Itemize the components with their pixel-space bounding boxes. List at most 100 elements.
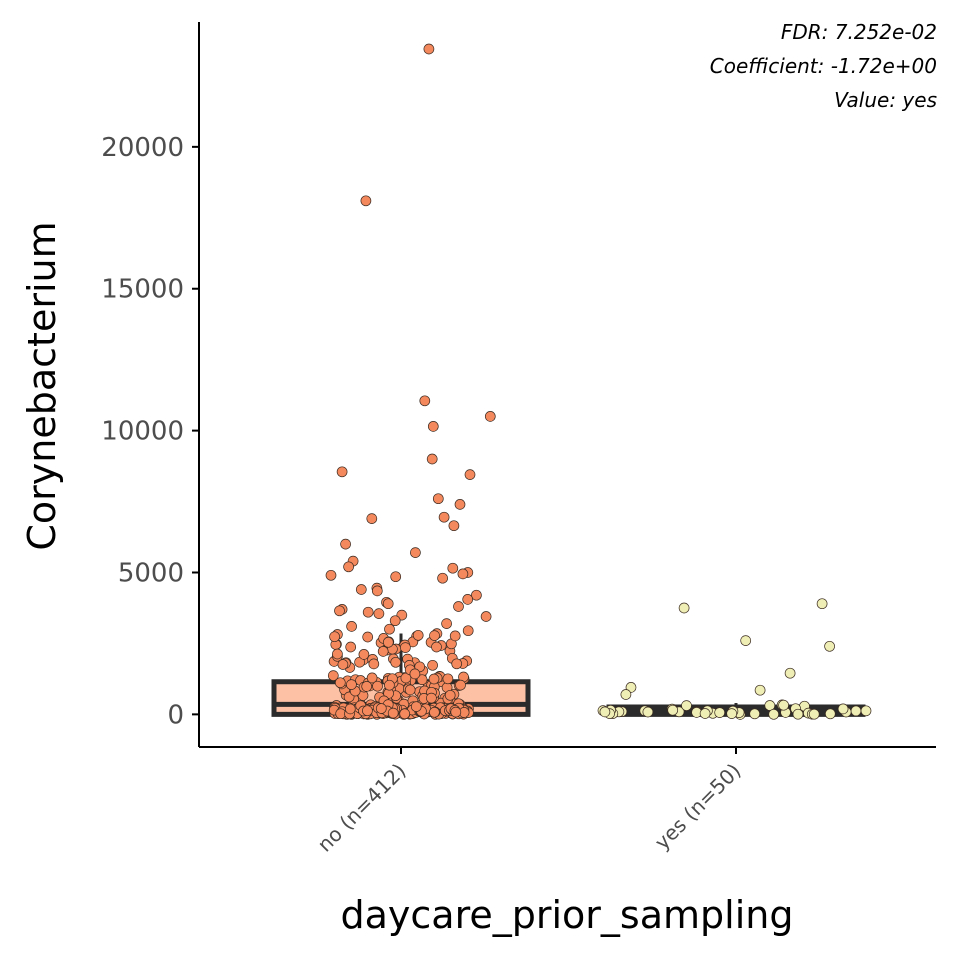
outlier-point [343, 561, 354, 573]
data-point [749, 708, 761, 720]
data-point [384, 679, 395, 691]
data-point [808, 708, 820, 720]
data-point [599, 706, 611, 718]
data-point [444, 689, 456, 701]
outlier-point [362, 606, 374, 618]
outlier-point [437, 572, 448, 584]
outlier-point [373, 608, 385, 619]
data-point [699, 708, 711, 719]
outlier-point [462, 625, 474, 637]
outlier-point [371, 585, 383, 597]
data-point [372, 680, 383, 692]
data-point [327, 670, 339, 681]
data-point [358, 649, 370, 660]
data-point [429, 630, 440, 641]
data-point [451, 658, 463, 670]
data-point [337, 659, 349, 670]
outlier-point [427, 421, 439, 432]
outlier-point [824, 640, 835, 652]
data-point [642, 706, 654, 718]
data-point [824, 708, 836, 720]
x-axis-title: daycare_prior_sampling [341, 893, 794, 937]
data-point [361, 681, 373, 692]
outlier-point [454, 499, 466, 510]
data-point [837, 703, 849, 715]
outlier-point [620, 689, 632, 700]
outlier-point [336, 466, 348, 478]
data-point [375, 703, 387, 714]
jitter-points [325, 43, 835, 700]
outlier-point [457, 568, 469, 580]
data-point [850, 705, 862, 717]
outlier-point [384, 623, 395, 635]
y-tick-label: 5000 [118, 558, 184, 588]
data-point [429, 706, 440, 718]
data-point [399, 708, 411, 720]
outlier-point [419, 395, 431, 407]
data-point [768, 708, 780, 720]
y-tick-label: 10000 [101, 417, 184, 447]
outlier-point [471, 589, 482, 601]
outlier-point [346, 621, 357, 632]
data-point [450, 706, 462, 718]
outlier-point [410, 547, 421, 558]
outlier-point [438, 511, 450, 523]
data-point [334, 677, 346, 689]
outlier-point [382, 598, 394, 610]
outlier-point [423, 43, 435, 55]
data-point [667, 704, 679, 716]
data-point [362, 631, 374, 643]
data-point [681, 700, 692, 711]
jitter-points-front [327, 628, 872, 720]
outlier-point [816, 598, 828, 610]
y-tick-label: 0 [167, 700, 184, 730]
outlier-point [390, 571, 402, 583]
y-axis-title: Corynebacterium [20, 221, 64, 550]
data-point [455, 679, 466, 691]
data-point [431, 641, 442, 653]
y-ticks: 0 5000 10000 15000 20000 [101, 133, 199, 730]
outlier-point [784, 667, 796, 679]
data-point [442, 673, 454, 685]
y-tick-label: 15000 [101, 275, 184, 305]
data-point [390, 656, 402, 668]
data-point [404, 684, 416, 696]
outlier-point [484, 411, 496, 422]
data-point [346, 679, 357, 690]
outlier-point [453, 601, 464, 612]
outlier-point [340, 538, 351, 550]
data-point [860, 705, 872, 717]
data-point [345, 641, 357, 653]
data-point [778, 699, 789, 711]
data-point [764, 700, 776, 711]
data-point [792, 708, 804, 720]
x-tick-label: no (n=412) [313, 759, 411, 857]
outlier-point [426, 453, 438, 465]
data-point [344, 703, 356, 715]
outlier-point [740, 635, 752, 646]
outlier-point [432, 493, 444, 505]
data-point [382, 636, 394, 648]
data-point [377, 646, 389, 657]
annotation-coefficient: Coefficient: -1.72e+00 [710, 54, 937, 78]
outlier-point [360, 195, 372, 207]
data-point [400, 642, 411, 653]
outlier-point [448, 520, 460, 532]
x-ticks: no (n=412) yes (n=50) [313, 747, 746, 856]
data-point [362, 705, 373, 717]
data-point [400, 672, 412, 684]
data-point [366, 672, 378, 684]
data-point [714, 707, 726, 718]
y-tick-label: 20000 [101, 133, 184, 163]
outlier-point [389, 615, 401, 627]
data-point [428, 673, 440, 685]
outlier-point [678, 602, 690, 614]
outlier-point [366, 513, 378, 524]
data-point [329, 631, 340, 643]
data-point [449, 630, 461, 642]
outlier-point [480, 611, 492, 622]
outlier-point [754, 684, 766, 696]
data-point [409, 668, 421, 680]
x-tick-label: yes (n=50) [650, 759, 746, 855]
